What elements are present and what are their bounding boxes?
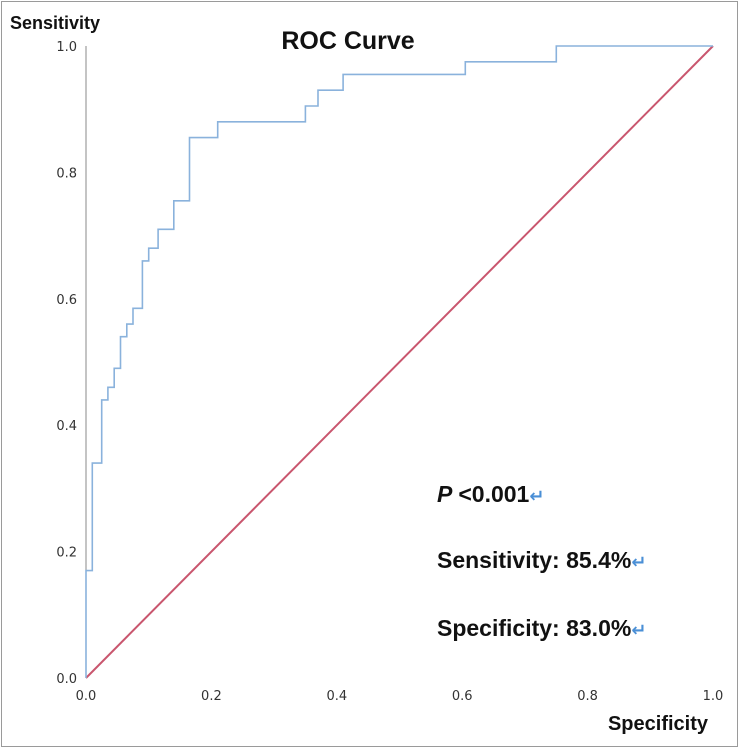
sensitivity-annotation: Sensitivity: 85.4%↵ xyxy=(437,547,646,573)
y-tick-label: 0.2 xyxy=(56,546,77,561)
y-tick-label: 0.4 xyxy=(56,419,77,434)
y-tick-label: 0.6 xyxy=(56,293,77,308)
x-tick-label: 0.4 xyxy=(326,689,347,704)
return-mark-icon: ↵ xyxy=(631,620,646,641)
x-tick-label: 0.6 xyxy=(452,689,473,704)
specificity-value: Specificity: 83.0% xyxy=(437,615,631,641)
x-axis-label: Specificity xyxy=(608,713,709,735)
reference-line xyxy=(85,45,714,679)
x-tick-label: 0.8 xyxy=(577,689,598,704)
x-tick-label: 0.2 xyxy=(201,689,222,704)
y-tick-label: 1.0 xyxy=(56,40,77,55)
p-symbol: P xyxy=(437,481,453,507)
p-value: <0.001 xyxy=(458,481,529,507)
y-tick-label: 0.0 xyxy=(56,672,77,687)
specificity-annotation: Specificity: 83.0%↵ xyxy=(437,615,646,641)
p-value-annotation: P <0.001↵ xyxy=(437,481,544,507)
x-tick-label: 0.0 xyxy=(76,689,97,704)
y-tick-label: 0.8 xyxy=(56,166,77,181)
chart-title: ROC Curve xyxy=(281,27,414,55)
return-mark-icon: ↵ xyxy=(631,552,646,573)
sensitivity-value: Sensitivity: 85.4% xyxy=(437,547,631,573)
y-axis-label: Sensitivity xyxy=(10,13,100,33)
x-tick-label: 1.0 xyxy=(703,689,724,704)
return-mark-icon: ↵ xyxy=(529,486,544,507)
roc-curve-line xyxy=(85,45,713,678)
